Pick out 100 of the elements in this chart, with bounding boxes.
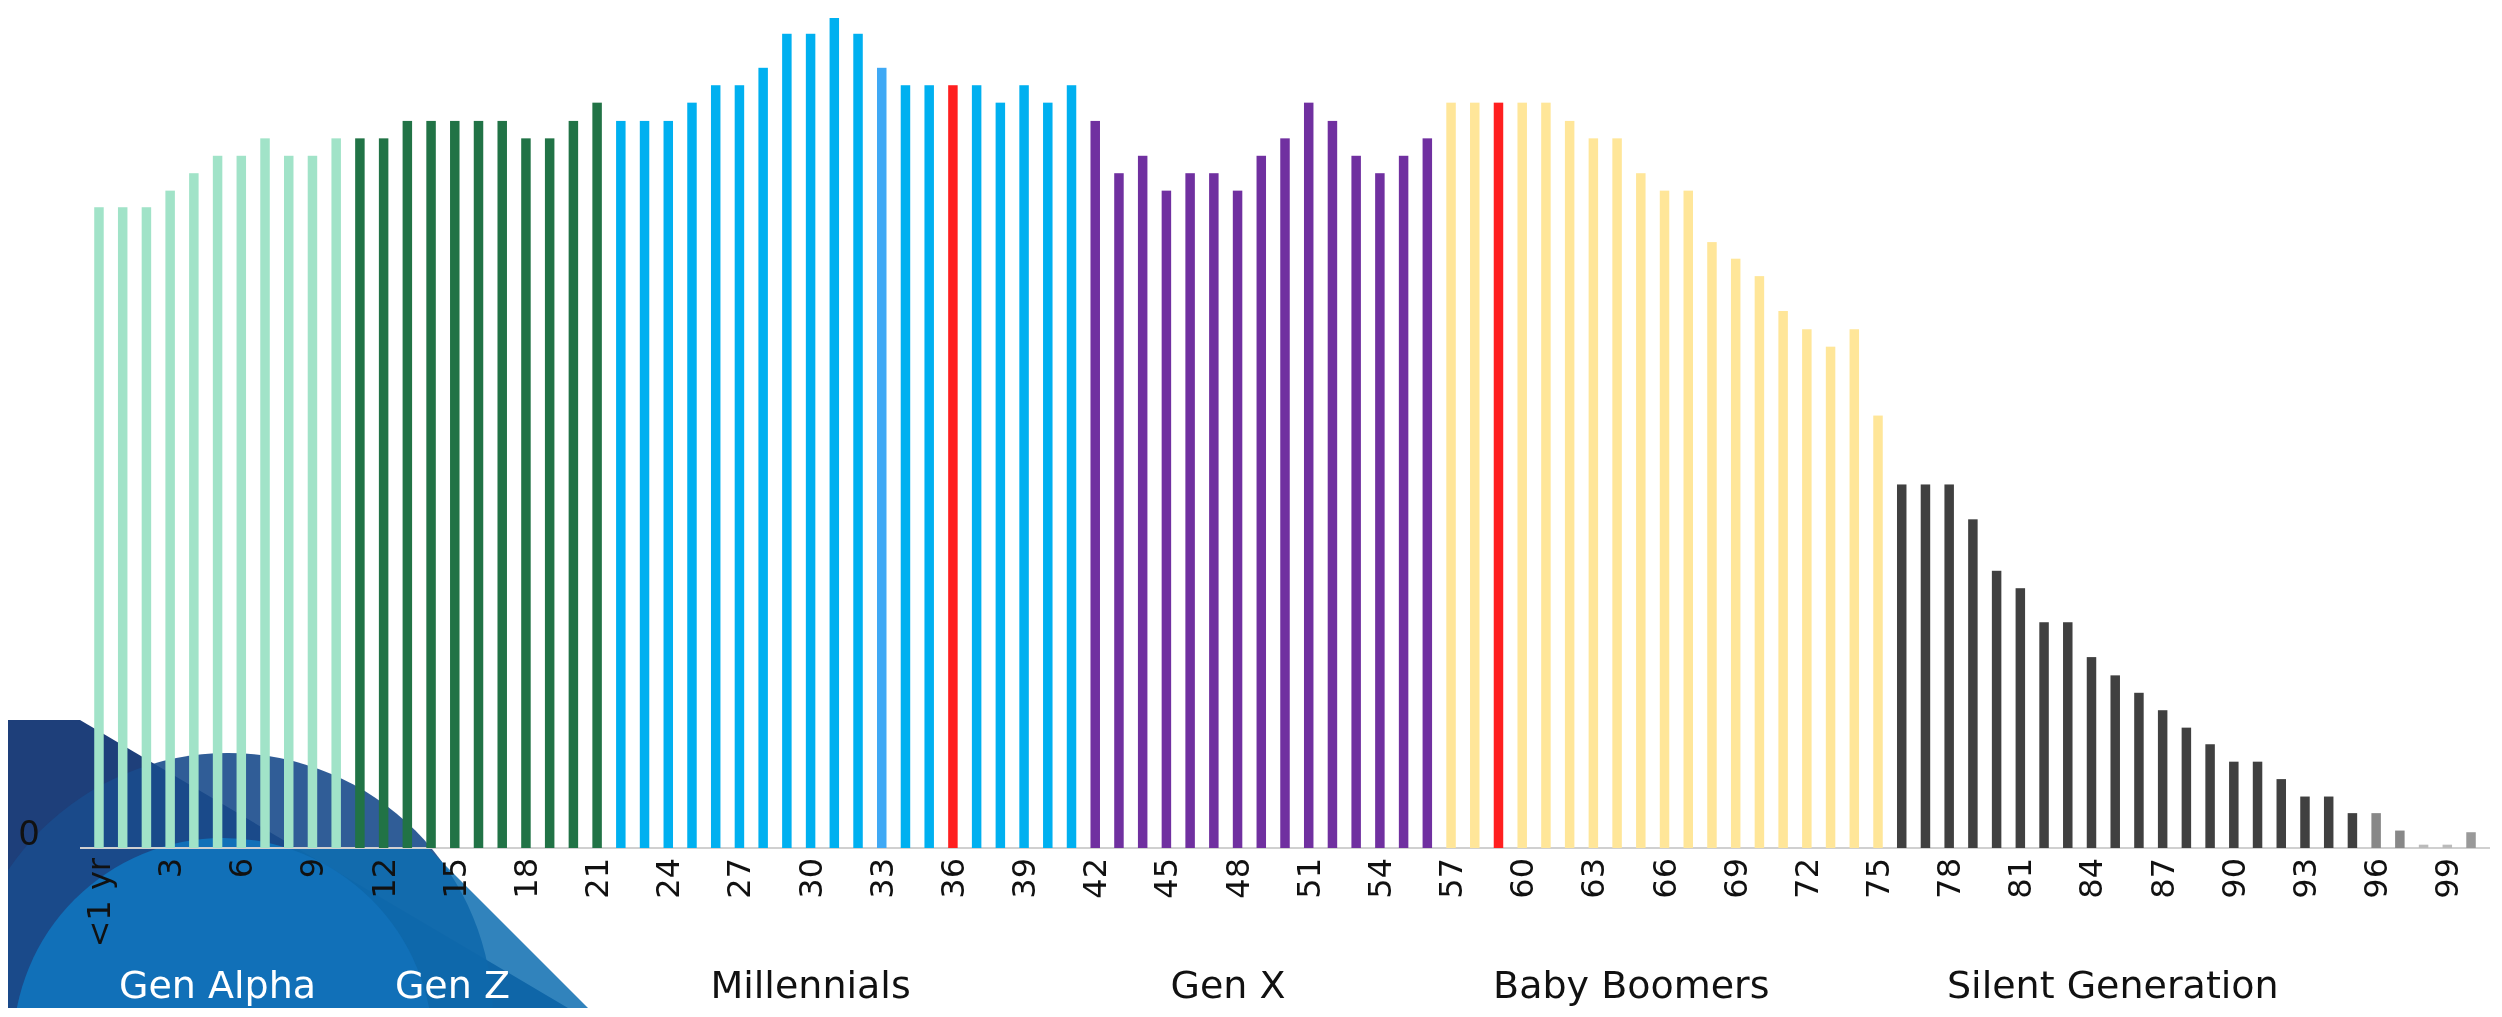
x-tick-label: 69 [1716, 858, 1755, 899]
x-tick-label: 18 [506, 858, 545, 899]
x-tick-label: 90 [2214, 858, 2253, 899]
bar [2157, 710, 2168, 848]
bar [1351, 155, 1361, 848]
text: Gen Alpha [119, 963, 317, 1007]
bar [450, 120, 460, 848]
bar [1161, 190, 1172, 848]
bar [639, 120, 650, 848]
x-tick-label: 24 [649, 858, 688, 899]
bar [1754, 276, 1765, 848]
bar [829, 18, 840, 848]
bar [1991, 570, 2002, 848]
bar [1090, 120, 1100, 848]
bar [1398, 155, 1409, 848]
x-tick-label: 48 [1218, 858, 1257, 899]
bar [1968, 519, 1978, 848]
bar [2063, 622, 2073, 848]
bar [378, 138, 389, 848]
bar [473, 120, 484, 848]
bar [948, 85, 958, 848]
bar [2323, 796, 2334, 848]
x-tick-label: 21 [578, 858, 617, 899]
x-tick-label: 72 [1787, 858, 1826, 899]
x-tick-label: 87 [2143, 858, 2182, 899]
bar [1825, 346, 1836, 848]
bar [687, 102, 697, 848]
bar [117, 207, 128, 848]
x-tick-label: 12 [364, 858, 403, 899]
x-tick-label: 66 [1645, 858, 1684, 899]
bar [2252, 761, 2263, 848]
text: Silent Generation [1947, 963, 2279, 1007]
bar [853, 33, 863, 848]
bar [141, 207, 152, 848]
x-tick-label: 63 [1574, 858, 1613, 899]
x-tick-label: 27 [720, 858, 759, 899]
x-tick-label: 6 [222, 858, 261, 879]
text: Millennials [710, 963, 911, 1007]
text: Baby Boomers [1493, 963, 1770, 1007]
bar [2086, 657, 2097, 848]
bar [1564, 120, 1575, 848]
bar [426, 120, 436, 848]
bar [1114, 173, 1124, 848]
bar [1802, 329, 1812, 848]
bar [1280, 138, 1290, 848]
bar [2300, 796, 2310, 848]
bar [2181, 727, 2192, 848]
bar [616, 120, 626, 848]
bar [1043, 102, 1053, 848]
bar [2039, 622, 2049, 848]
x-tick-label: 81 [2001, 858, 2040, 899]
bar [1707, 242, 1717, 848]
bar [284, 155, 294, 848]
x-tick-label: 84 [2072, 858, 2111, 899]
bar [2110, 675, 2120, 848]
bar [521, 138, 531, 848]
x-tick-label: 9 [293, 858, 332, 879]
x-tick-label: 30 [791, 858, 830, 899]
bar [2347, 813, 2358, 848]
bar [94, 207, 104, 848]
bar [1849, 329, 1860, 848]
bar [2276, 779, 2287, 848]
bar [710, 85, 721, 848]
bar [355, 138, 365, 848]
x-tick-label: 39 [1005, 858, 1044, 899]
bar [2466, 832, 2476, 848]
bar [331, 138, 341, 848]
bar [1137, 155, 1148, 848]
bar [1375, 173, 1385, 848]
bar [1612, 138, 1622, 848]
bar [2371, 813, 2381, 848]
x-tick-label: 57 [1432, 858, 1471, 899]
bar [995, 102, 1006, 848]
bar [1303, 102, 1314, 848]
text: Gen Z [394, 963, 510, 1007]
text: 0 [18, 812, 40, 853]
bar [1920, 484, 1931, 848]
bar [1896, 484, 1907, 848]
x-tick-label: 96 [2357, 858, 2396, 899]
x-tick-label: 54 [1360, 858, 1399, 899]
bar [877, 67, 887, 848]
bar [1873, 415, 1883, 848]
bar [663, 120, 674, 848]
bar [1327, 120, 1338, 848]
x-tick-label: 60 [1503, 858, 1542, 899]
x-tick-label: 3 [151, 858, 190, 879]
bar [2229, 761, 2239, 848]
x-tick-label: 45 [1147, 858, 1186, 899]
bar [924, 85, 934, 848]
bar [1778, 310, 1788, 848]
bar [212, 155, 223, 848]
bar [544, 138, 555, 848]
x-tick-label: 75 [1859, 858, 1898, 899]
bar [758, 67, 768, 848]
x-tick-label: 42 [1076, 858, 1115, 899]
bar [1066, 85, 1077, 848]
bar [2205, 744, 2215, 848]
bar [734, 85, 745, 848]
bar [900, 85, 911, 848]
x-tick-label: 93 [2285, 858, 2324, 899]
